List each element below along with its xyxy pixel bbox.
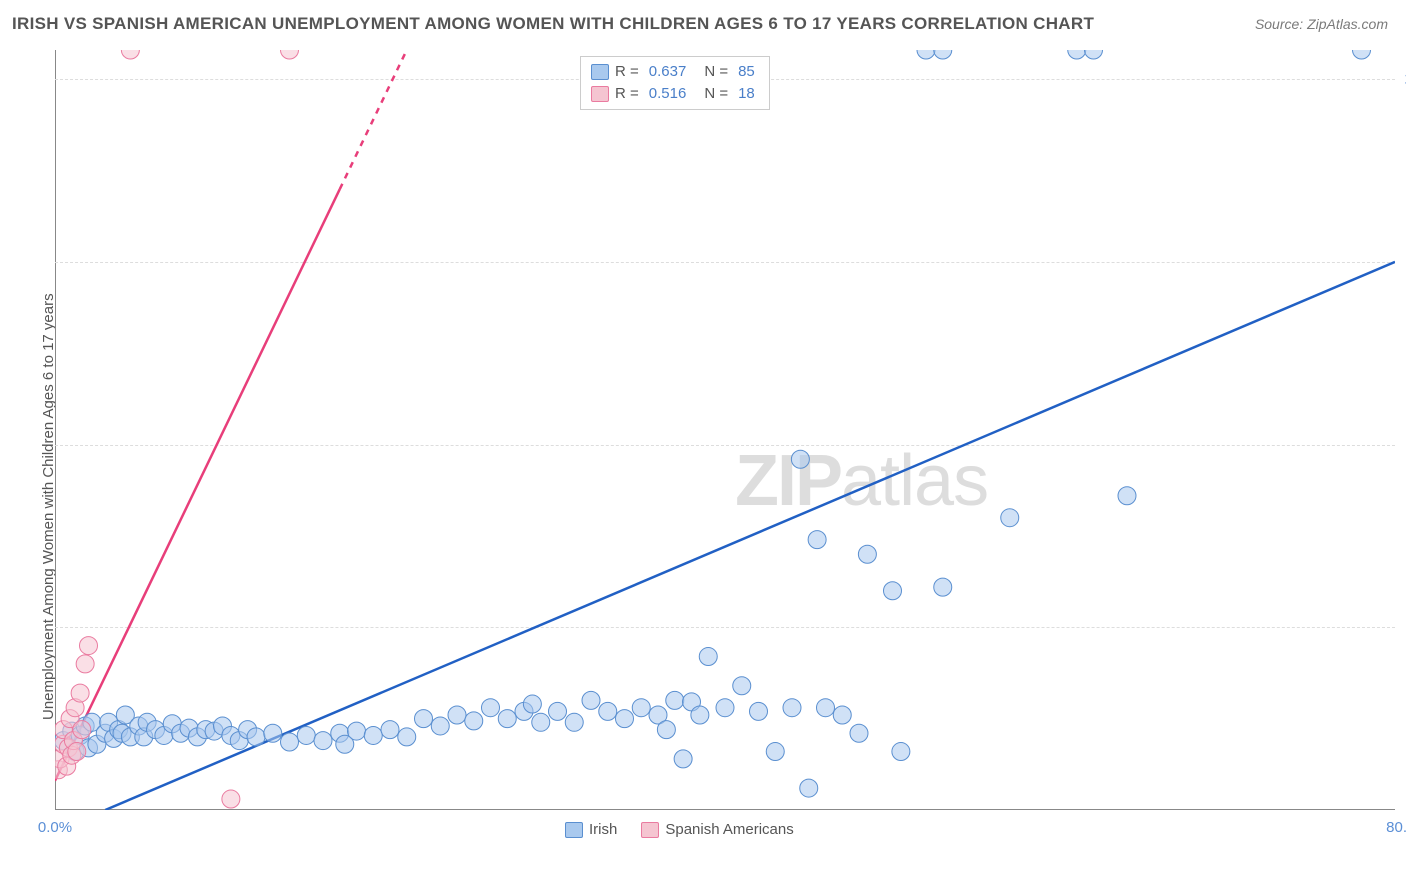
stats-n-value: 18 — [734, 83, 759, 105]
scatter-point — [858, 545, 876, 563]
scatter-point — [808, 531, 826, 549]
scatter-point — [750, 702, 768, 720]
scatter-point — [71, 684, 89, 702]
scatter-point — [1001, 509, 1019, 527]
stats-n-value: 85 — [734, 61, 759, 83]
legend-item: Spanish Americans — [641, 821, 793, 838]
scatter-point — [1353, 50, 1371, 59]
scatter-point — [917, 50, 935, 59]
scatter-point — [934, 50, 952, 59]
scatter-point — [76, 655, 94, 673]
scatter-point — [1068, 50, 1086, 59]
scatter-point — [766, 743, 784, 761]
scatter-point — [121, 50, 139, 59]
scatter-point — [892, 743, 910, 761]
chart-title: IRISH VS SPANISH AMERICAN UNEMPLOYMENT A… — [12, 14, 1094, 34]
scatter-point — [348, 722, 366, 740]
stats-r-label: R = — [615, 61, 639, 83]
plot-svg — [55, 50, 1395, 810]
scatter-point — [448, 706, 466, 724]
scatter-point — [934, 578, 952, 596]
scatter-point — [381, 721, 399, 739]
scatter-point — [498, 710, 516, 728]
scatter-point — [281, 733, 299, 751]
stats-r-label: R = — [615, 83, 639, 105]
stats-swatch — [591, 86, 609, 102]
scatter-point — [364, 726, 382, 744]
legend-label: Spanish Americans — [665, 821, 793, 838]
scatter-point — [657, 721, 675, 739]
regression-line — [105, 262, 1395, 810]
scatter-point — [599, 702, 617, 720]
scatter-point — [314, 732, 332, 750]
stats-row: R = 0.516 N = 18 — [591, 83, 759, 105]
regression-line-dashed — [340, 50, 407, 189]
scatter-point — [632, 699, 650, 717]
scatter-point — [716, 699, 734, 717]
legend-label: Irish — [589, 821, 617, 838]
scatter-point — [523, 695, 541, 713]
scatter-point — [800, 779, 818, 797]
scatter-point — [415, 710, 433, 728]
scatter-point — [68, 743, 86, 761]
stats-n-label: N = — [704, 83, 728, 105]
scatter-point — [431, 717, 449, 735]
scatter-point — [582, 691, 600, 709]
scatter-point — [482, 699, 500, 717]
stats-row: R = 0.637 N = 85 — [591, 61, 759, 83]
scatter-point — [264, 724, 282, 742]
scatter-point — [616, 710, 634, 728]
scatter-point — [691, 706, 709, 724]
scatter-point — [73, 721, 91, 739]
scatter-point — [465, 712, 483, 730]
scatter-point — [733, 677, 751, 695]
scatter-point — [674, 750, 692, 768]
scatter-point — [222, 790, 240, 808]
legend-swatch — [641, 822, 659, 838]
legend: Irish Spanish Americans — [565, 821, 794, 838]
regression-line — [55, 189, 340, 781]
stats-r-value: 0.637 — [645, 61, 691, 83]
scatter-point — [532, 713, 550, 731]
scatter-point — [699, 648, 717, 666]
chart-area: 25.0%50.0%75.0%100.0% 0.0% 80.0% ZIPatla… — [55, 50, 1395, 810]
scatter-point — [281, 50, 299, 59]
scatter-point — [247, 728, 265, 746]
legend-swatch — [565, 822, 583, 838]
x-tick-left: 0.0% — [38, 819, 72, 836]
scatter-point — [549, 702, 567, 720]
scatter-point — [80, 637, 98, 655]
legend-item: Irish — [565, 821, 617, 838]
scatter-point — [850, 724, 868, 742]
scatter-point — [297, 726, 315, 744]
scatter-point — [833, 706, 851, 724]
scatter-point — [1118, 487, 1136, 505]
stats-swatch — [591, 64, 609, 80]
stats-n-label: N = — [704, 61, 728, 83]
scatter-point — [398, 728, 416, 746]
scatter-point — [565, 713, 583, 731]
stats-box: R = 0.637 N = 85 R = 0.516 N = 18 — [580, 56, 770, 110]
scatter-point — [783, 699, 801, 717]
scatter-point — [817, 699, 835, 717]
scatter-point — [666, 691, 684, 709]
source-attribution: Source: ZipAtlas.com — [1255, 16, 1388, 32]
scatter-point — [1085, 50, 1103, 59]
x-tick-right: 80.0% — [1386, 819, 1406, 836]
scatter-point — [791, 450, 809, 468]
stats-r-value: 0.516 — [645, 83, 691, 105]
scatter-point — [884, 582, 902, 600]
